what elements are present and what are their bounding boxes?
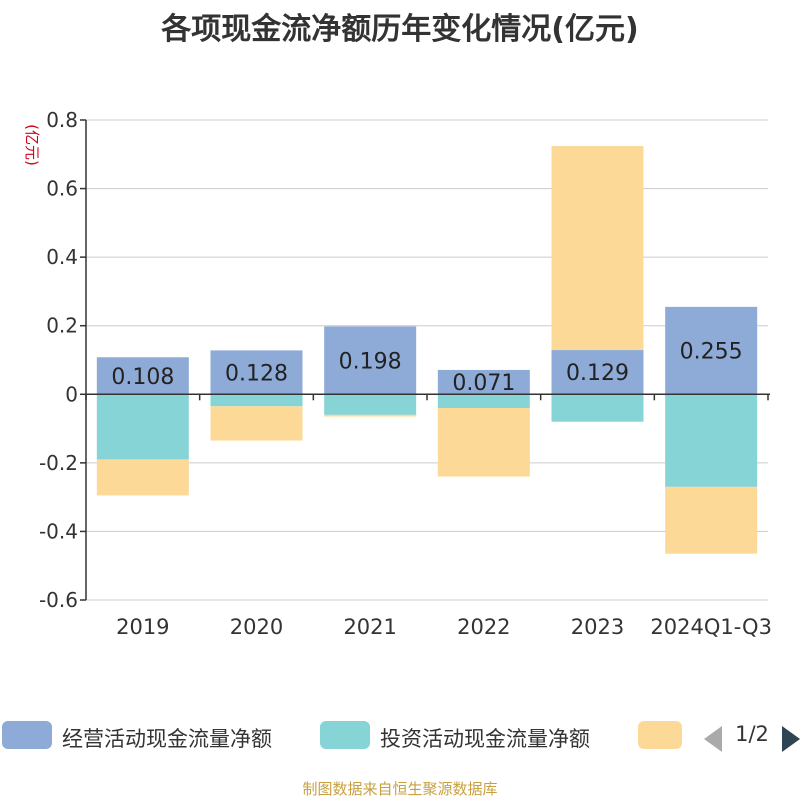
x-tick-label: 2022 xyxy=(457,615,510,639)
bar-series-1-2019[interactable] xyxy=(96,394,189,460)
x-tick-label: 2021 xyxy=(343,615,396,639)
y-tick-label: 0 xyxy=(65,382,78,406)
bar-series-2-2024Q1-Q3[interactable] xyxy=(665,486,758,554)
data-label: 0.071 xyxy=(452,371,515,396)
bar-series-2-2022[interactable] xyxy=(437,408,530,477)
y-tick-label: -0.2 xyxy=(39,451,78,475)
bar-series-1-2021[interactable] xyxy=(324,394,417,415)
data-label: 0.128 xyxy=(225,361,288,386)
data-label: 0.255 xyxy=(680,340,743,365)
bar-series-2-2023[interactable] xyxy=(551,146,644,351)
data-label: 0.108 xyxy=(111,365,174,390)
pager-prev-icon[interactable] xyxy=(704,726,722,752)
y-axis-label: (亿元) xyxy=(23,124,41,166)
legend-swatch-operating xyxy=(2,721,52,749)
chart-title: 各项现金流净额历年变化情况(亿元) xyxy=(161,12,639,47)
bar-series-0-2022[interactable] xyxy=(437,369,530,395)
bar-layer xyxy=(96,146,758,554)
y-tick-label: -0.6 xyxy=(39,588,78,612)
bar-series-0-2021[interactable] xyxy=(324,326,417,395)
source-note: 制图数据来自恒生聚源数据库 xyxy=(302,780,498,798)
pager-next-icon[interactable] xyxy=(782,726,800,752)
legend-swatch-third xyxy=(638,721,682,749)
y-tick-label: 0.4 xyxy=(46,245,78,269)
legend-label-investing: 投资活动现金流量净额 xyxy=(380,727,590,751)
bar-series-1-2020[interactable] xyxy=(210,394,303,407)
bar-series-2-2019[interactable] xyxy=(96,459,189,496)
bar-series-0-2019[interactable] xyxy=(96,357,189,395)
legend-pager: 1/2 xyxy=(700,720,800,752)
bar-series-0-2024Q1-Q3[interactable] xyxy=(665,306,758,395)
legend: 经营活动现金流量净额 投资活动现金流量净额 1/2 xyxy=(0,712,800,758)
x-tick-label: 2019 xyxy=(116,615,169,639)
bar-series-2-2021[interactable] xyxy=(324,414,417,417)
bar-series-1-2024Q1-Q3[interactable] xyxy=(665,394,758,487)
bar-series-0-2023[interactable] xyxy=(551,350,644,395)
data-label: 0.198 xyxy=(339,349,402,374)
x-tick-label: 2023 xyxy=(571,615,624,639)
y-tick-label: 0.6 xyxy=(46,177,78,201)
y-tick-label: 0.8 xyxy=(46,108,78,132)
y-tick-label: 0.2 xyxy=(46,314,78,338)
legend-swatch-investing xyxy=(320,721,370,749)
legend-label-operating: 经营活动现金流量净额 xyxy=(62,727,272,751)
axis-layer: 0.8 0.6 0.4 0.2 0 -0.2 -0.4 -0.6 2019 2020 2021 202… xyxy=(39,108,772,639)
bar-series-1-2023[interactable] xyxy=(551,394,644,422)
pager-text: 1/2 xyxy=(735,722,769,746)
x-tick-label: 2024Q1-Q3 xyxy=(650,615,772,639)
bar-series-2-2020[interactable] xyxy=(210,406,303,441)
cash-flow-chart: 0.108 0.128 0.198 0.071 0.129 0.255 0.8 0.6 0.4… xyxy=(23,108,772,639)
bar-series-1-2022[interactable] xyxy=(437,394,530,408)
grid-layer xyxy=(86,119,768,601)
label-layer: 0.108 0.128 0.198 0.071 0.129 0.255 xyxy=(111,340,742,397)
data-label: 0.129 xyxy=(566,361,629,386)
x-tick-label: 2020 xyxy=(230,615,283,639)
bar-series-0-2020[interactable] xyxy=(210,350,303,395)
y-tick-label: -0.4 xyxy=(39,519,78,543)
